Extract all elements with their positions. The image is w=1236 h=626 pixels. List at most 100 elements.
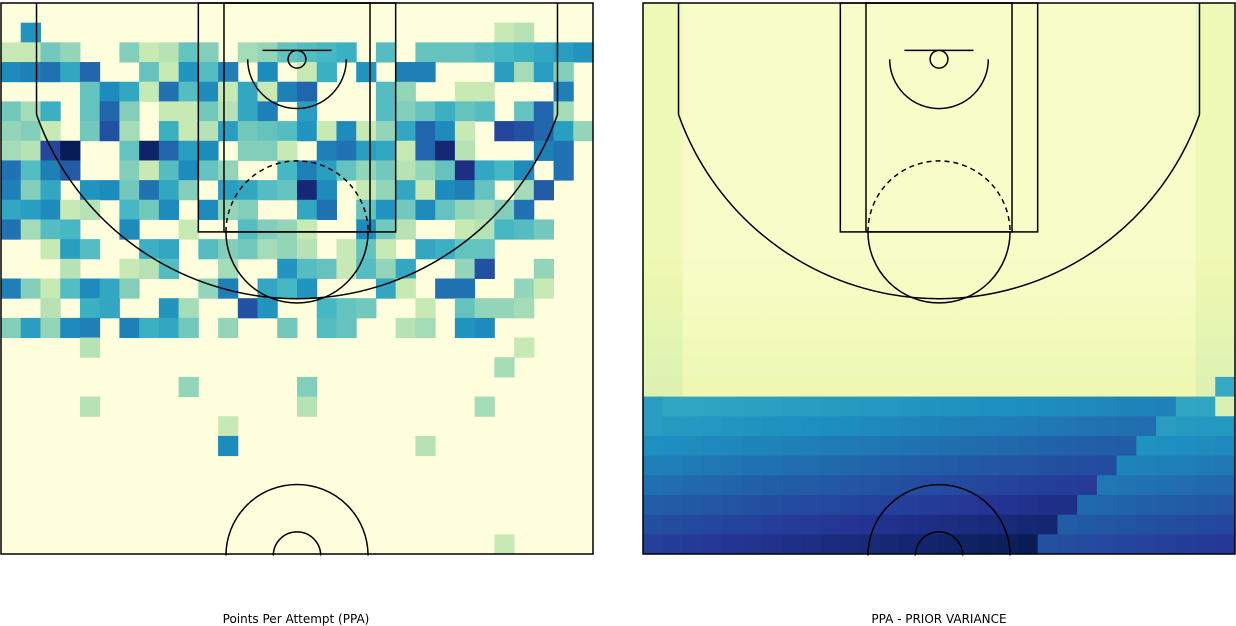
heatmap-cell: [899, 81, 920, 102]
heatmap-cell: [682, 357, 703, 378]
heatmap-cell: [1017, 435, 1039, 457]
heatmap-cell: [643, 317, 664, 339]
heatmap-cell: [820, 42, 841, 63]
heatmap-cell: [879, 42, 901, 63]
heatmap-cell: [375, 199, 397, 220]
heatmap-cell: [1037, 239, 1058, 260]
heatmap-cell: [702, 396, 723, 417]
heatmap-cell: [682, 416, 703, 437]
heatmap-cell: [879, 416, 901, 437]
heatmap-cell: [899, 180, 920, 201]
heatmap-cell: [1136, 357, 1157, 378]
heatmap-cell: [741, 455, 762, 476]
heatmap-cell: [860, 3, 881, 24]
heatmap-cell: [1215, 376, 1236, 398]
heatmap-cell: [395, 160, 416, 181]
heatmap-cell: [820, 494, 841, 516]
heatmap-cell: [1136, 435, 1157, 457]
heatmap-cell: [879, 298, 901, 319]
heatmap-cell: [721, 42, 743, 63]
heatmap-cell: [494, 22, 515, 43]
heatmap-cell: [1096, 101, 1118, 122]
heatmap-cell: [1156, 219, 1177, 240]
heatmap-cell: [958, 180, 979, 201]
heatmap-cell: [1017, 180, 1039, 201]
heatmap-cell: [682, 3, 703, 24]
heatmap-cell: [643, 199, 664, 220]
heatmap-cell: [721, 376, 743, 398]
heatmap-cell: [879, 475, 901, 496]
heatmap-cell: [1096, 258, 1118, 279]
heatmap-cell: [879, 435, 901, 457]
heatmap-cell: [958, 199, 979, 220]
heatmap-cell: [939, 258, 960, 279]
heatmap-cell: [316, 180, 337, 201]
heatmap-cell: [1017, 22, 1039, 43]
heatmap-cell: [60, 258, 81, 279]
heatmap-cell: [1037, 199, 1058, 220]
heatmap-cell: [879, 180, 901, 201]
heatmap-cell: [800, 278, 822, 299]
heatmap-cell: [514, 219, 535, 240]
heatmap-cell: [998, 62, 1019, 83]
heatmap-cell: [1057, 81, 1078, 102]
heatmap-cell: [79, 101, 101, 122]
heatmap-cell: [919, 42, 940, 63]
heatmap-cell: [454, 278, 476, 299]
heatmap-cell: [1195, 22, 1216, 43]
heatmap-cell: [1017, 199, 1039, 220]
heatmap-cell: [1017, 258, 1039, 279]
heatmap-cell: [1175, 101, 1197, 122]
heatmap-cell: [702, 317, 723, 339]
heatmap-cell: [1096, 494, 1118, 516]
heatmap-cell: [1096, 239, 1118, 260]
heatmap-cell: [998, 376, 1019, 398]
heatmap-cell: [820, 416, 841, 437]
heatmap-cell: [781, 337, 802, 358]
heatmap-cell: [1215, 534, 1236, 555]
heatmap-cell: [1215, 239, 1236, 260]
heatmap-cell: [662, 455, 683, 476]
heatmap-cell: [899, 140, 920, 161]
heatmap-cell: [415, 298, 436, 319]
heatmap-cell: [662, 219, 683, 240]
heatmap-cell: [682, 199, 703, 220]
heatmap-cell: [1037, 376, 1058, 398]
heatmap-cell: [297, 42, 318, 63]
heatmap-cell: [494, 62, 515, 83]
heatmap-cell: [919, 278, 940, 299]
heatmap-cell: [800, 180, 822, 201]
heatmap-cell: [662, 357, 683, 378]
heatmap-cell: [198, 62, 219, 83]
heatmap-cell: [1057, 180, 1078, 201]
heatmap-cell: [79, 278, 101, 299]
heatmap-cell: [454, 317, 476, 339]
heatmap-cell: [514, 121, 535, 142]
heatmap-cell: [860, 376, 881, 398]
heatmap-cell: [1017, 160, 1039, 181]
heatmap-cell: [1057, 455, 1078, 476]
heatmap-cell: [702, 258, 723, 279]
heatmap-cell: [919, 180, 940, 201]
heatmap-cell: [682, 317, 703, 339]
heatmap-cell: [860, 62, 881, 83]
heatmap-cell: [939, 42, 960, 63]
heatmap-cell: [1195, 101, 1216, 122]
heatmap-cell: [741, 3, 762, 24]
heatmap-cell: [218, 160, 239, 181]
heatmap-cell: [178, 42, 199, 63]
heatmap-cell: [533, 219, 555, 240]
heatmap-cell: [474, 219, 495, 240]
heatmap-cell: [919, 317, 940, 339]
heatmap-cell: [494, 42, 515, 63]
heatmap-cell: [1175, 475, 1197, 496]
heatmap-cell: [860, 514, 881, 535]
heatmap-cell: [1116, 278, 1137, 299]
heatmap-cell: [316, 160, 337, 181]
heatmap-cell: [99, 298, 120, 319]
heatmap-cell: [958, 416, 979, 437]
heatmap-cell: [198, 278, 219, 299]
heatmap-cell: [800, 494, 822, 516]
court-boundary: [642, 2, 1236, 555]
heatmap-cell: [1175, 494, 1197, 516]
